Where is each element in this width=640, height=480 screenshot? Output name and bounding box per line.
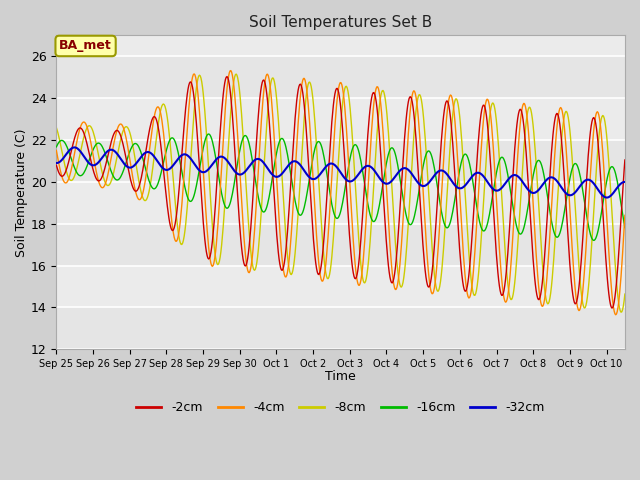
Bar xyxy=(56,56,625,98)
X-axis label: Time: Time xyxy=(325,371,356,384)
Text: BA_met: BA_met xyxy=(60,39,112,52)
Bar xyxy=(56,224,625,265)
Legend: -2cm, -4cm, -8cm, -16cm, -32cm: -2cm, -4cm, -8cm, -16cm, -32cm xyxy=(131,396,550,420)
Title: Soil Temperatures Set B: Soil Temperatures Set B xyxy=(249,15,432,30)
Y-axis label: Soil Temperature (C): Soil Temperature (C) xyxy=(15,128,28,257)
Bar xyxy=(56,140,625,182)
Bar xyxy=(56,307,625,349)
